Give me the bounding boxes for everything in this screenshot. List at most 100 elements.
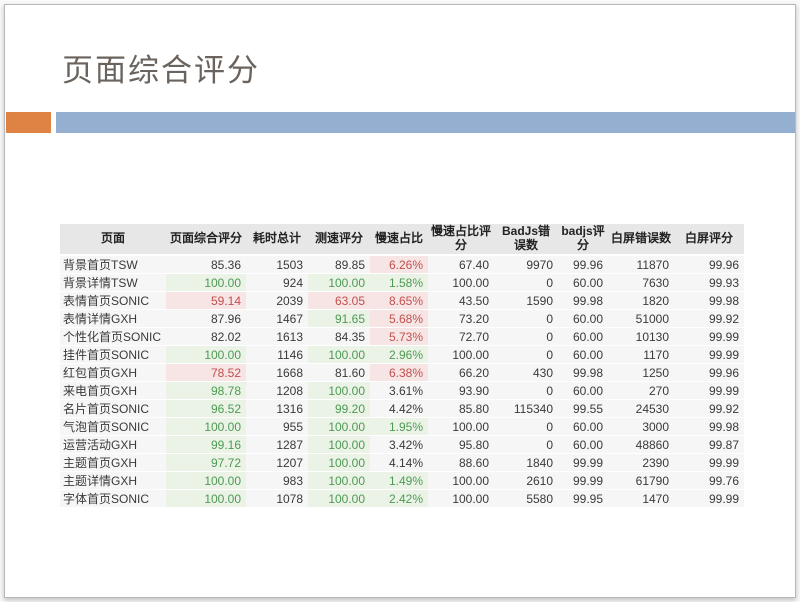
table-cell: 98.78	[166, 381, 247, 400]
table-cell: 97.72	[166, 453, 247, 472]
table-cell: 60.00	[558, 273, 609, 292]
table-cell: 2.96%	[370, 345, 429, 364]
table-row: 背景详情TSW 100.00 924 100.00 1.58% 100.00 0 60.00 7…	[60, 273, 745, 292]
page-name-cell: 字体首页SONIC	[60, 489, 167, 508]
page-name-cell: 来电首页GXH	[60, 381, 167, 400]
table-cell: 100.00	[428, 273, 495, 292]
table-row: 背景首页TSW 85.36 1503 89.85 6.26% 67.40 9970 99.96…	[60, 255, 745, 274]
table-cell: 66.20	[428, 363, 495, 382]
table-cell: 100.00	[308, 435, 371, 454]
table-cell: 1.58%	[370, 273, 429, 292]
table-cell: 95.80	[428, 435, 495, 454]
table-cell: 2.42%	[370, 489, 429, 508]
page-name-cell: 名片首页SONIC	[60, 399, 167, 418]
table-cell: 430	[494, 363, 559, 382]
table-cell: 1590	[494, 291, 559, 310]
table-cell: 100.00	[166, 345, 247, 364]
table-cell: 99.76	[674, 471, 745, 490]
page-name-cell: 背景详情TSW	[60, 273, 167, 292]
orange-accent-block	[6, 112, 51, 133]
table-cell: 1287	[246, 435, 309, 454]
table-cell: 100.00	[308, 489, 371, 508]
table-cell: 99.92	[674, 399, 745, 418]
column-header-4: 慢速占比	[370, 224, 429, 256]
table-cell: 99.87	[674, 435, 745, 454]
table-cell: 100.00	[166, 273, 247, 292]
score-table: 页面 页面综合评分 耗时总计 测速评分 慢速占比 慢速占比评分 BadJs错误数 badjs评…	[60, 224, 745, 508]
table-cell: 88.60	[428, 453, 495, 472]
table-cell: 983	[246, 471, 309, 490]
page-name-cell: 背景首页TSW	[60, 255, 167, 274]
table-cell: 51000	[608, 309, 675, 328]
table-cell: 73.20	[428, 309, 495, 328]
score-table-body: 背景首页TSW 85.36 1503 89.85 6.26% 67.40 9970 99.96…	[60, 255, 745, 508]
table-row: 个性化首页SONIC 82.02 1613 84.35 5.73% 72.70 0 60.00…	[60, 327, 745, 346]
table-cell: 100.00	[308, 453, 371, 472]
table-row: 表情详情GXH 87.96 1467 91.65 5.68% 73.20 0 60.00 510…	[60, 309, 745, 328]
table-cell: 100.00	[308, 345, 371, 364]
table-cell: 0	[494, 273, 559, 292]
table-cell: 2390	[608, 453, 675, 472]
table-cell: 1146	[246, 345, 309, 364]
table-cell: 60.00	[558, 309, 609, 328]
table-cell: 7630	[608, 273, 675, 292]
table-cell: 1208	[246, 381, 309, 400]
table-cell: 81.60	[308, 363, 371, 382]
blue-accent-bar	[56, 112, 795, 133]
page-name-cell: 主题首页GXH	[60, 453, 167, 472]
table-cell: 100.00	[428, 417, 495, 436]
table-cell: 99.93	[674, 273, 745, 292]
table-cell: 99.55	[558, 399, 609, 418]
table-cell: 0	[494, 417, 559, 436]
table-row: 名片首页SONIC 96.52 1316 99.20 4.42% 85.80 115340 9…	[60, 399, 745, 418]
table-cell: 8.65%	[370, 291, 429, 310]
table-cell: 78.52	[166, 363, 247, 382]
table-cell: 1467	[246, 309, 309, 328]
table-cell: 60.00	[558, 327, 609, 346]
column-header-0: 页面	[60, 224, 167, 256]
page-name-cell: 表情详情GXH	[60, 309, 167, 328]
table-cell: 1613	[246, 327, 309, 346]
table-cell: 6.26%	[370, 255, 429, 274]
column-header-9: 白屏评分	[674, 224, 745, 256]
table-cell: 1250	[608, 363, 675, 382]
table-cell: 100.00	[166, 489, 247, 508]
table-cell: 100.00	[308, 471, 371, 490]
table-cell: 82.02	[166, 327, 247, 346]
table-row: 气泡首页SONIC 100.00 955 100.00 1.95% 100.00 0 60.0…	[60, 417, 745, 436]
table-row: 字体首页SONIC 100.00 1078 100.00 2.42% 100.00 5580…	[60, 489, 745, 508]
column-header-6: BadJs错误数	[494, 224, 559, 256]
column-header-1: 页面综合评分	[166, 224, 247, 256]
table-cell: 85.80	[428, 399, 495, 418]
table-cell: 100.00	[166, 471, 247, 490]
table-cell: 1820	[608, 291, 675, 310]
page-name-cell: 红包首页GXH	[60, 363, 167, 382]
table-cell: 5.68%	[370, 309, 429, 328]
table-cell: 99.96	[558, 255, 609, 274]
table-cell: 99.20	[308, 399, 371, 418]
table-cell: 1470	[608, 489, 675, 508]
table-cell: 99.99	[674, 381, 745, 400]
table-cell: 0	[494, 381, 559, 400]
table-cell: 99.98	[558, 363, 609, 382]
table-cell: 60.00	[558, 381, 609, 400]
table-cell: 99.99	[558, 471, 609, 490]
table-cell: 4.42%	[370, 399, 429, 418]
table-row: 主题首页GXH 97.72 1207 100.00 4.14% 88.60 1840 99.9…	[60, 453, 745, 472]
table-cell: 11870	[608, 255, 675, 274]
table-cell: 91.65	[308, 309, 371, 328]
table-cell: 60.00	[558, 417, 609, 436]
table-cell: 3000	[608, 417, 675, 436]
column-header-7: badjs评分	[558, 224, 609, 256]
table-cell: 99.96	[674, 363, 745, 382]
table-cell: 72.70	[428, 327, 495, 346]
table-cell: 100.00	[308, 417, 371, 436]
table-cell: 100.00	[428, 345, 495, 364]
column-header-2: 耗时总计	[246, 224, 309, 256]
table-row: 表情首页SONIC 59.14 2039 63.05 8.65% 43.50 1590 99.…	[60, 291, 745, 310]
table-cell: 99.95	[558, 489, 609, 508]
table-cell: 43.50	[428, 291, 495, 310]
table-cell: 99.96	[674, 255, 745, 274]
table-cell: 99.99	[674, 345, 745, 364]
